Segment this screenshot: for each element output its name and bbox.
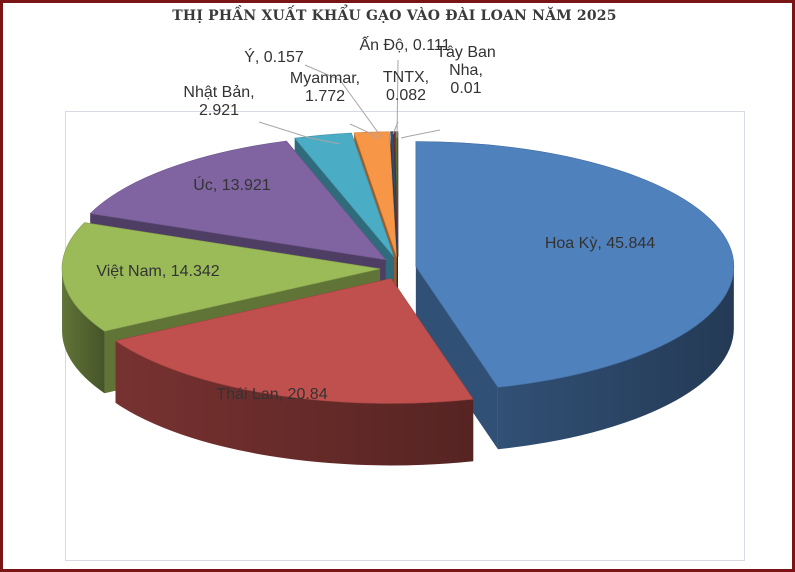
data-label-line: Ấn Độ, 0.111	[359, 35, 450, 54]
pie-slice-hoa-kỳ	[415, 141, 735, 388]
data-label-line: 0.01	[450, 80, 481, 97]
leader-line	[396, 59, 399, 139]
pie-slice-side	[497, 266, 734, 450]
data-label-line: Nhật Bản,	[183, 84, 254, 101]
leader-line	[304, 64, 383, 139]
chart-title: THỊ PHẦN XUẤT KHẨU GẠO VÀO ĐÀI LOAN NĂM …	[172, 8, 617, 24]
data-label-line: Việt Nam, 14.342	[96, 263, 219, 280]
pie-slice-việt-nam	[61, 222, 381, 332]
pie-slice-thái-lan	[114, 278, 474, 404]
data-label-line: Hoa Kỳ, 45.844	[545, 235, 655, 252]
data-label: Hoa Kỳ, 45.844	[545, 235, 655, 252]
pie-slice-side	[115, 340, 474, 466]
data-label-line: 0.082	[386, 87, 426, 104]
data-label: Myanmar, 1.772	[290, 70, 360, 105]
data-label-line: Tây Ban	[436, 44, 496, 61]
data-label-line: TNTX,	[383, 69, 429, 86]
data-label-line: Thái Lan, 20.84	[216, 386, 327, 403]
data-label-line: Nha,	[449, 62, 483, 79]
data-label-line: Myanmar,	[290, 70, 360, 87]
data-label: Ý, 0.157	[244, 47, 304, 66]
data-label: Việt Nam, 14.342	[96, 263, 219, 280]
data-label: Úc, 13.921	[193, 175, 270, 194]
pie-slice-wall	[415, 266, 498, 450]
pie-slice-nhật-bản	[294, 132, 395, 258]
leader-line	[400, 129, 441, 139]
data-label: Ấn Độ, 0.111	[359, 35, 450, 54]
data-label-line: 1.772	[305, 88, 345, 105]
pie-slice-side	[62, 268, 105, 394]
data-label-line: Ý, 0.157	[244, 47, 304, 66]
leader-line	[258, 121, 341, 145]
data-label: Tây Ban Nha, 0.01	[436, 44, 496, 97]
data-label: Thái Lan, 20.84	[216, 386, 327, 403]
data-label-line: 2.921	[199, 102, 239, 119]
pie-slice-myanmar	[353, 131, 397, 257]
leader-line	[349, 123, 378, 140]
data-label-line: Úc, 13.921	[193, 175, 270, 194]
data-label: TNTX, 0.082	[383, 69, 429, 104]
pie-slice-úc	[89, 140, 387, 261]
data-label: Nhật Bản, 2.921	[183, 84, 254, 119]
